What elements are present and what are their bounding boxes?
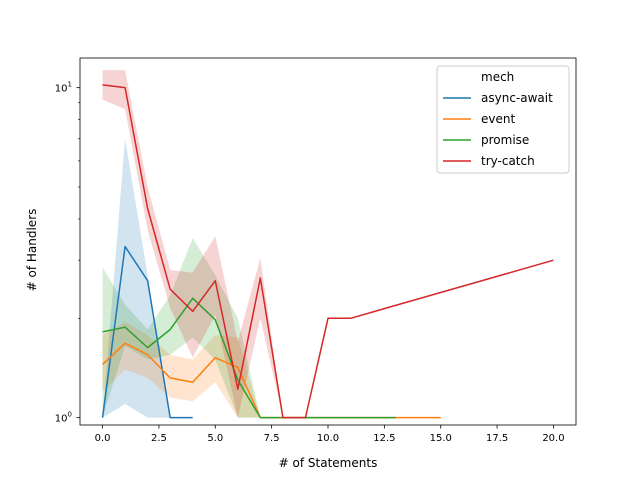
- legend-label-event: event: [481, 112, 515, 126]
- ci-band-promise: [102, 238, 396, 418]
- ci-bands: [102, 70, 554, 418]
- x-tick-label: 0.0: [95, 433, 111, 444]
- legend-items: async-await event promise try-catch: [443, 91, 553, 168]
- y-axis-ticks: 100 101: [55, 81, 80, 425]
- series-line-async-await: [101, 245, 193, 419]
- series-lines: [101, 84, 554, 419]
- x-tick-label: 7.5: [264, 433, 280, 444]
- legend-box: [436, 65, 570, 174]
- ci-band-async-await: [102, 138, 193, 418]
- legend-label-promise: promise: [481, 133, 529, 147]
- x-tick-label: 17.5: [486, 433, 508, 444]
- series-line-promise: [102, 297, 396, 419]
- x-tick-label: 2.5: [151, 433, 167, 444]
- legend: mech async-await event promise try-catch: [436, 65, 570, 174]
- ci-band-event: [102, 321, 441, 418]
- x-tick-label: 10.0: [317, 433, 339, 444]
- legend-label-async-await: async-await: [481, 91, 553, 105]
- y-axis-label: # of Handlers: [25, 209, 39, 292]
- x-tick-label: 12.5: [373, 433, 395, 444]
- x-axis-ticks: 0.0 2.5 5.0 7.5 10.0 12.5 15.0 17.5 20.0: [95, 425, 565, 444]
- x-tick-label: 15.0: [430, 433, 452, 444]
- y-tick-label: 100: [55, 411, 72, 425]
- x-tick-label: 5.0: [207, 433, 223, 444]
- legend-label-try-catch: try-catch: [481, 154, 535, 168]
- x-tick-label: 20.0: [542, 433, 564, 444]
- series-line-try-catch: [102, 84, 554, 419]
- x-axis-label: # of Statements: [279, 456, 378, 470]
- y-tick-label: 101: [55, 81, 72, 95]
- legend-title: mech: [481, 70, 514, 84]
